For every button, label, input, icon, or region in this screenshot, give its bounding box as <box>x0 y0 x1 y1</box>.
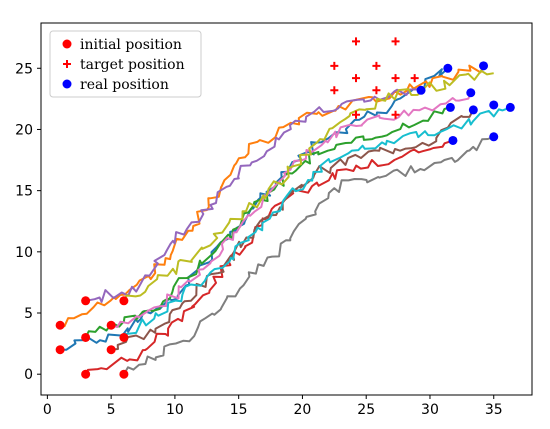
real-position-marker <box>489 132 499 142</box>
target-position-marker <box>391 110 400 119</box>
target-position-marker <box>352 74 361 83</box>
initial-position-marker <box>81 369 91 379</box>
trajectory-line <box>85 88 422 303</box>
real-position-marker <box>468 105 478 115</box>
legend-marker-plus <box>63 60 71 68</box>
y-tick-label: 20 <box>15 122 33 138</box>
axes-frame <box>40 22 533 396</box>
trajectory-line <box>123 69 494 302</box>
real-position-marker <box>416 85 426 95</box>
y-tick-label: 15 <box>15 184 33 200</box>
x-tick-label: 0 <box>43 402 52 418</box>
x-tick-label: 5 <box>107 402 116 418</box>
target-position-marker <box>391 37 400 46</box>
y-tick-label: 5 <box>24 306 33 322</box>
real-position-marker <box>466 88 476 98</box>
y-tick-label: 0 <box>24 367 33 383</box>
x-tick-label: 20 <box>294 402 312 418</box>
legend-marker-circle <box>62 39 72 49</box>
initial-position-marker <box>119 332 129 342</box>
trajectory-line <box>60 67 449 351</box>
target-position-marker <box>410 74 419 83</box>
x-tick-label: 25 <box>357 402 375 418</box>
x-tick-label: 35 <box>485 402 503 418</box>
initial-position-marker <box>106 320 116 330</box>
legend-label: target position <box>80 57 185 73</box>
trajectory-line <box>110 92 472 328</box>
y-tick-label: 10 <box>15 245 33 261</box>
real-position-marker <box>489 100 499 110</box>
target-position-marker <box>372 86 381 95</box>
legend: initial position target position real posi… <box>49 30 202 98</box>
marker-layer <box>55 37 515 379</box>
initial-position-marker <box>106 345 116 355</box>
target-position-marker <box>372 61 381 70</box>
real-position-marker <box>443 63 453 73</box>
target-position-marker <box>330 86 339 95</box>
trajectory-line <box>84 106 451 338</box>
initial-position-marker <box>81 332 91 342</box>
legend-marker-circle <box>62 79 72 89</box>
x-tick-label: 15 <box>230 402 248 418</box>
legend-label: initial position <box>80 37 182 53</box>
trajectory-line <box>59 64 485 328</box>
initial-position-marker <box>119 369 129 379</box>
trajectory-line <box>122 106 511 338</box>
target-position-marker <box>330 61 339 70</box>
trajectory-line <box>123 135 495 375</box>
target-position-marker <box>352 37 361 46</box>
legend-box <box>49 30 202 98</box>
x-tick-label: 30 <box>421 402 439 418</box>
real-position-marker <box>445 102 455 112</box>
initial-position-marker <box>55 320 65 330</box>
initial-position-marker <box>81 296 91 306</box>
real-position-marker <box>479 61 489 71</box>
target-position-marker <box>391 74 400 83</box>
initial-position-marker <box>119 296 129 306</box>
real-position-marker <box>448 135 458 145</box>
legend-label: real position <box>80 77 169 93</box>
y-tick-label: 25 <box>15 61 33 77</box>
trajectory-line <box>110 109 475 351</box>
real-position-marker <box>505 102 515 112</box>
target-position-marker <box>352 110 361 119</box>
x-tick-label: 10 <box>166 402 184 418</box>
initial-position-marker <box>55 345 65 355</box>
tick-layer: 0 5 10 15 20 25 30 35 0 5 10 15 20 25 <box>15 61 502 418</box>
series-layer <box>59 64 511 375</box>
